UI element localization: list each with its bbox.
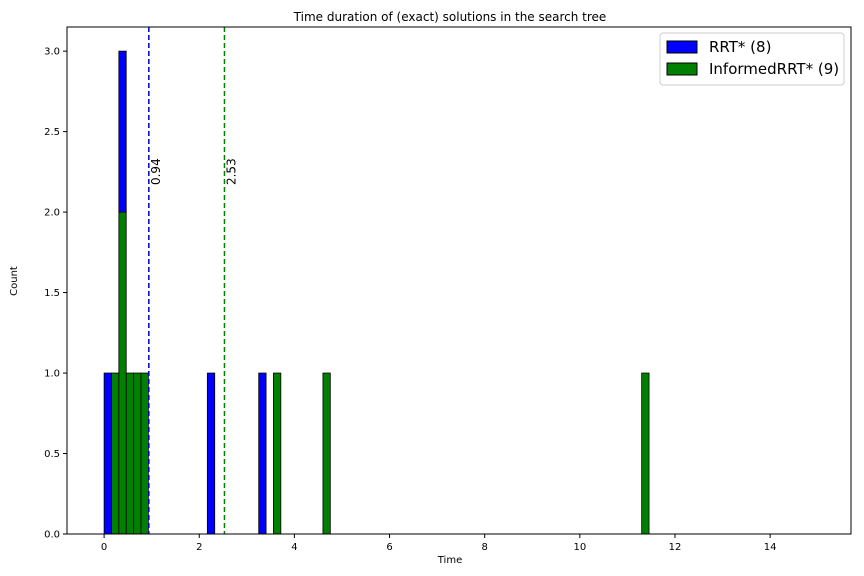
x-tick-label-6: 12 (669, 542, 682, 553)
bar-series-0-bin-1 (118, 50, 127, 213)
x-tick-label-4: 8 (482, 542, 488, 553)
x-tick-label-5: 10 (573, 542, 586, 553)
bar-series-1-bin-2 (125, 372, 135, 535)
bar-series-0-bin-2 (206, 372, 216, 535)
bar-series-1-bin-1 (118, 211, 127, 535)
y-tick-label-6: 3.0 (44, 47, 60, 58)
bar-series-1-bin-7 (641, 372, 650, 535)
bar-series-1-bin-4 (140, 372, 149, 535)
bar-series-0-bin-0 (103, 372, 112, 535)
legend-swatch-rrt-star (666, 40, 698, 54)
reference-line-label-1: 2.53 (224, 158, 238, 185)
y-tick-label-2: 1.0 (44, 369, 60, 380)
legend-label-rrt-star: RRT* (8) (709, 38, 771, 56)
x-tick-label-0: 0 (101, 542, 107, 553)
y-tick-label-4: 2.0 (44, 208, 60, 219)
legend-label-informed-rrt-star: InformedRRT* (9) (709, 60, 839, 78)
x-tick-label-1: 2 (196, 542, 202, 553)
bar-series-1-bin-5 (273, 372, 282, 535)
bar-series-1-bin-6 (322, 372, 331, 535)
reference-line-label-0: 0.94 (149, 158, 163, 185)
x-axis: 0 2 4 6 8 10 12 14 (101, 534, 777, 553)
bar-series-1-bin-3 (133, 372, 142, 535)
reference-lines-layer: 0.94 2.53 (148, 27, 238, 534)
legend: RRT* (8) InformedRRT* (9) (659, 32, 845, 86)
x-axis-label: Time (437, 555, 462, 566)
y-tick-label-3: 1.5 (44, 288, 60, 299)
axes-frame (66, 26, 852, 535)
bar-series-1-bin-0 (111, 372, 120, 535)
legend-frame (659, 32, 845, 86)
chart-title: Time duration of (exact) solutions in th… (293, 10, 607, 24)
y-tick-label-1: 0.5 (44, 449, 60, 460)
x-tick-label-3: 6 (386, 542, 392, 553)
x-tick-label-2: 4 (291, 542, 297, 553)
legend-swatch-informed-rrt-star (666, 62, 698, 76)
bar-series-0-bin-3 (258, 372, 267, 535)
y-tick-label-5: 2.5 (44, 127, 60, 138)
y-axis: 0.0 0.5 1.0 1.5 2.0 2.5 3.0 (44, 47, 67, 541)
y-tick-label-0: 0.0 (44, 530, 60, 541)
x-tick-label-7: 14 (764, 542, 777, 553)
y-axis-label: Count (9, 266, 20, 296)
